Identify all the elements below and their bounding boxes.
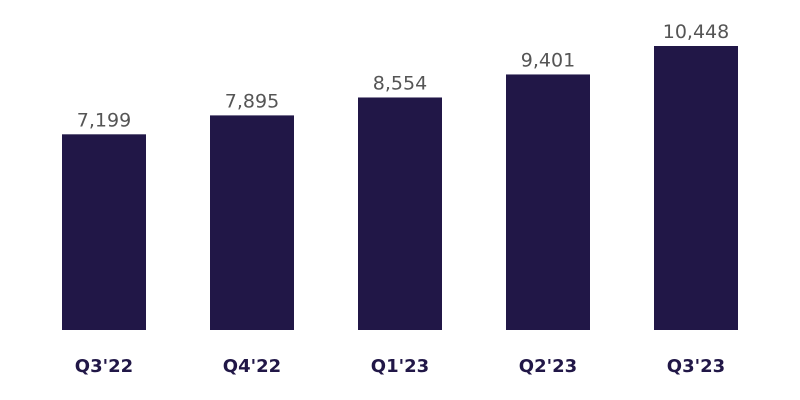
value-label: 8,554 <box>373 72 427 94</box>
bar <box>358 97 442 330</box>
value-label: 7,895 <box>225 90 279 112</box>
x-tick-label: Q2'23 <box>519 356 577 377</box>
x-tick-label: Q1'23 <box>371 356 429 377</box>
value-label: 10,448 <box>663 21 729 43</box>
bar <box>210 115 294 331</box>
x-tick-label: Q4'22 <box>223 356 281 377</box>
value-label: 9,401 <box>521 49 575 71</box>
bar <box>506 74 590 330</box>
bar <box>62 134 146 330</box>
x-tick-label: Q3'23 <box>667 356 725 377</box>
value-label: 7,199 <box>77 109 131 131</box>
x-tick-label: Q3'22 <box>75 356 133 377</box>
bar <box>654 46 738 330</box>
